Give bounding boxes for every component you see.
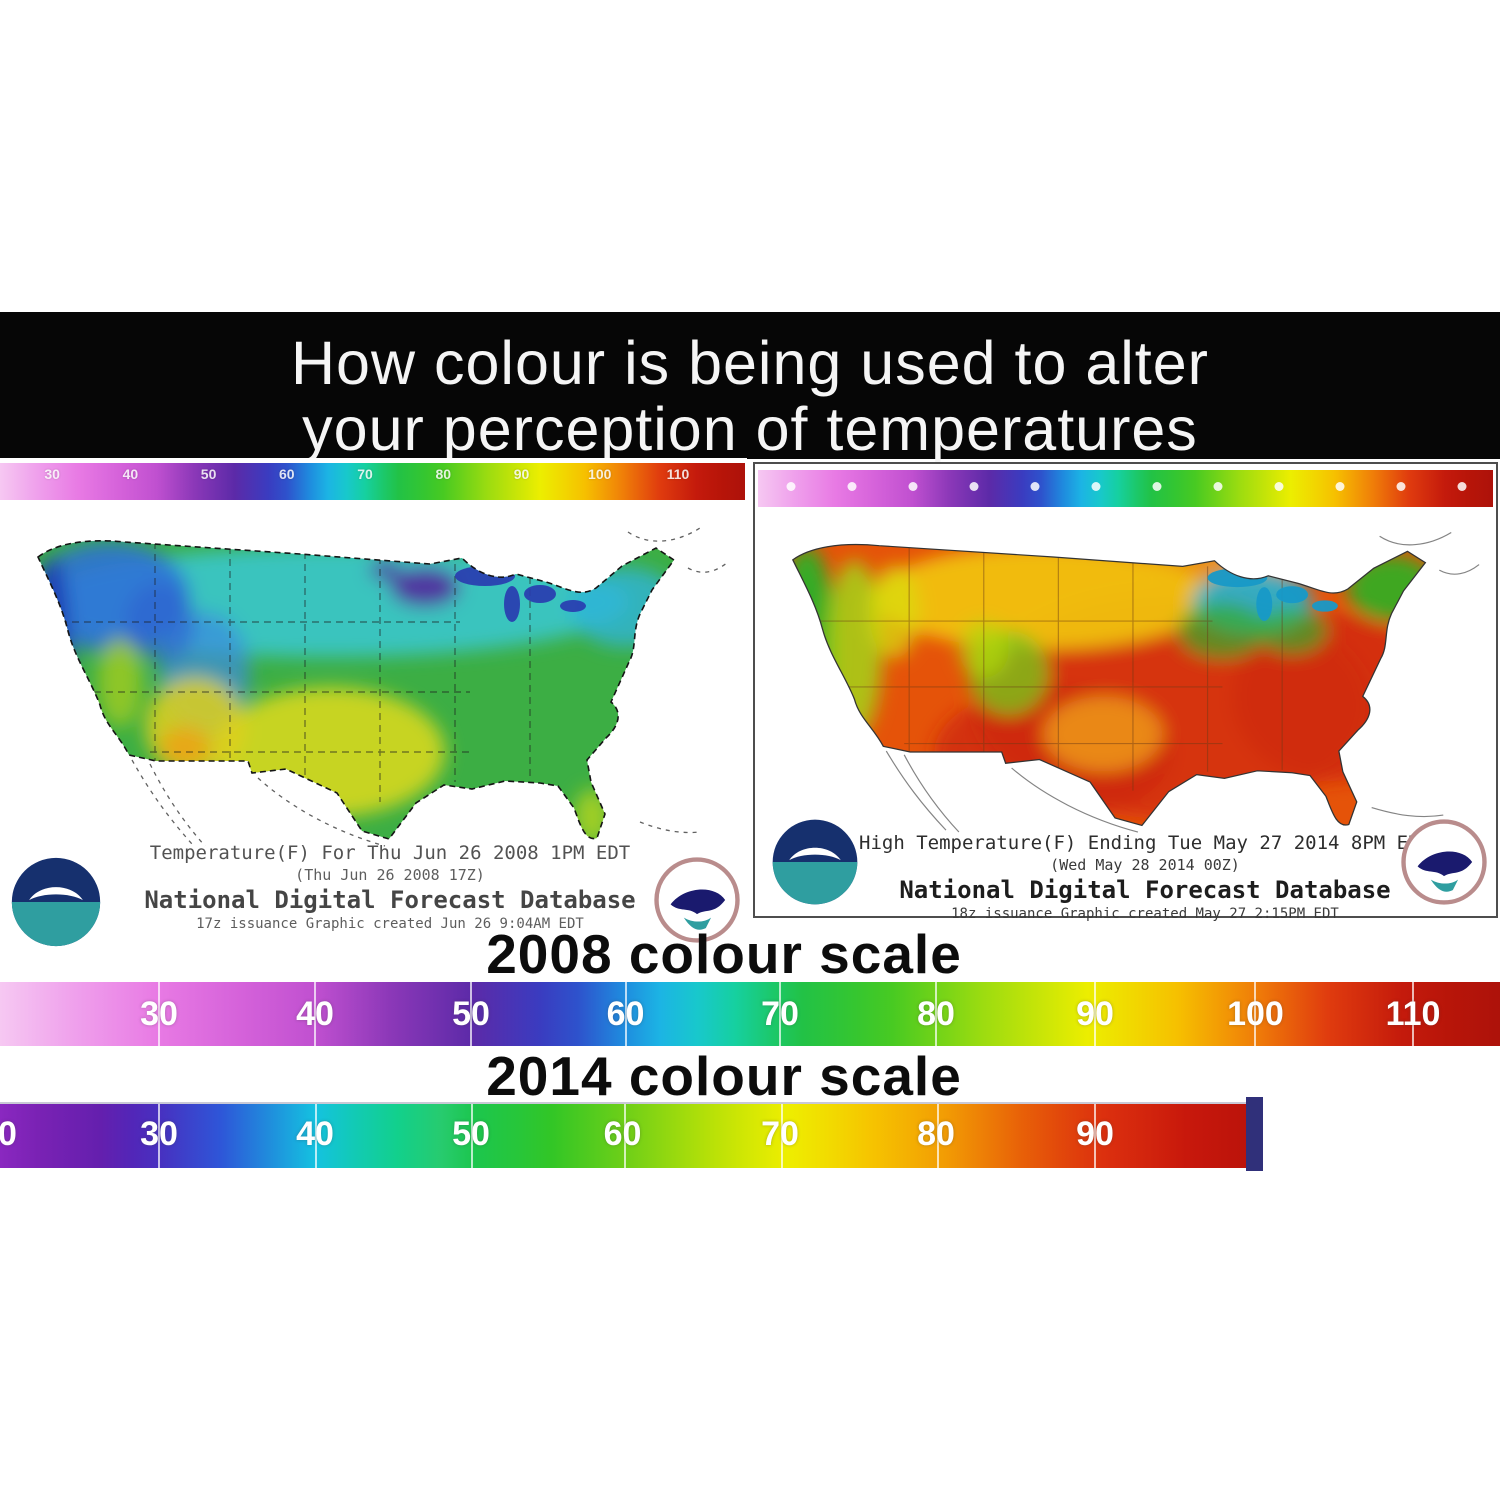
noaa-logo-icon bbox=[772, 819, 858, 905]
minibar-tick: 60 bbox=[279, 466, 295, 482]
caption-line: (Thu Jun 26 2008 17Z) bbox=[295, 866, 485, 884]
caption-line: Temperature(F) For Thu Jun 26 2008 1PM E… bbox=[149, 842, 631, 864]
minibar-tick: 40 bbox=[122, 466, 139, 482]
map-panel-2008: 30 40 50 60 70 80 90 100 110 bbox=[0, 458, 747, 947]
commerce-logo-icon bbox=[654, 857, 740, 943]
tick-label: 80 bbox=[917, 1115, 955, 1153]
minibar-tick: 70 bbox=[357, 466, 373, 482]
tick-line bbox=[314, 1104, 317, 1168]
colour-scale-bar-2014: 0 30 40 50 60 70 80 90 bbox=[0, 1097, 1500, 1171]
tick-line bbox=[781, 1104, 784, 1168]
tick-label: 90 bbox=[1076, 995, 1114, 1033]
minibar-tick: 30 bbox=[44, 466, 60, 482]
scale-endcap bbox=[1246, 1097, 1263, 1171]
minibar-tick: 100 bbox=[588, 466, 612, 482]
tick-line bbox=[779, 982, 781, 1046]
map-colorbar-2008: 30 40 50 60 70 80 90 100 110 bbox=[0, 463, 745, 500]
great-lakes-shapes bbox=[1207, 568, 1338, 622]
caption-line: National Digital Forecast Database bbox=[899, 876, 1391, 904]
tick-label: 0 bbox=[0, 1115, 17, 1153]
tick-line bbox=[1094, 1104, 1097, 1168]
tick-label: 80 bbox=[917, 995, 955, 1033]
us-temperature-map-2014 bbox=[791, 532, 1480, 833]
minibar-dot bbox=[908, 482, 918, 491]
tick-label: 70 bbox=[761, 995, 799, 1033]
tick-label: 40 bbox=[296, 995, 334, 1033]
minibar-dot bbox=[847, 482, 857, 491]
minibar-dot bbox=[1457, 482, 1467, 491]
minibar-dot bbox=[1274, 482, 1284, 491]
minibar-dot bbox=[1396, 482, 1406, 491]
title-line-2: your perception of temperatures bbox=[302, 395, 1198, 463]
minibar-dot bbox=[786, 482, 796, 491]
tick-line bbox=[314, 982, 316, 1046]
caption-line: 17z issuance Graphic created Jun 26 9:04… bbox=[196, 916, 584, 932]
tick-line bbox=[623, 1104, 626, 1168]
great-lakes-shapes bbox=[455, 566, 586, 622]
tick-line bbox=[1094, 982, 1096, 1046]
map-panel-2014: High Temperature(F) Ending Tue May 27 20… bbox=[753, 462, 1498, 922]
tick-line bbox=[470, 1104, 473, 1168]
minibar-dot bbox=[1213, 482, 1223, 491]
tick-label: 40 bbox=[296, 1115, 334, 1153]
minibar-tick: 110 bbox=[666, 466, 690, 482]
tick-label: 70 bbox=[761, 1115, 799, 1153]
commerce-logo-icon bbox=[1401, 819, 1487, 905]
tick-label: 100 bbox=[1227, 995, 1284, 1033]
tick-label: 90 bbox=[1076, 1115, 1114, 1153]
tick-label: 110 bbox=[1385, 995, 1441, 1033]
tick-label: 30 bbox=[140, 995, 178, 1033]
neighbor-coastline-dashes bbox=[131, 527, 729, 847]
tick-line bbox=[1254, 982, 1257, 1046]
tick-line bbox=[1412, 982, 1414, 1046]
map-caption-2008: Temperature(F) For Thu Jun 26 2008 1PM E… bbox=[70, 842, 710, 932]
tick-line bbox=[624, 982, 627, 1046]
minibar-tick: 80 bbox=[435, 466, 452, 482]
minibar-tick: 90 bbox=[513, 466, 530, 482]
colour-scale-bar-2008: 30 40 50 60 70 80 90 100 110 bbox=[0, 982, 1500, 1046]
caption-line: (Wed May 28 2014 00Z) bbox=[1050, 856, 1240, 874]
map-caption-2014: High Temperature(F) Ending Tue May 27 20… bbox=[825, 832, 1465, 922]
us-temperature-map-2008 bbox=[37, 527, 729, 847]
caption-line: High Temperature(F) Ending Tue May 27 20… bbox=[859, 832, 1431, 854]
tick-label: 50 bbox=[452, 1115, 490, 1153]
colour-gradient-2014 bbox=[0, 1102, 1262, 1168]
tick-line bbox=[158, 982, 160, 1046]
title-line-1: How colour is being used to alter bbox=[291, 329, 1209, 397]
tick-label: 60 bbox=[606, 995, 645, 1033]
minibar-dot bbox=[969, 482, 979, 491]
minibar-dot bbox=[1091, 482, 1101, 491]
tick-label: 30 bbox=[140, 1115, 178, 1153]
caption-line: National Digital Forecast Database bbox=[144, 886, 636, 914]
neighbor-coastline-lines bbox=[885, 532, 1480, 833]
heading-2008-colour-scale: 2008 colour scale bbox=[486, 923, 962, 985]
noaa-logo-icon bbox=[11, 857, 101, 947]
tick-label: 50 bbox=[452, 995, 490, 1033]
map-colorbar-2014 bbox=[758, 470, 1493, 507]
heading-2014-colour-scale: 2014 colour scale bbox=[486, 1045, 962, 1107]
tick-label: 60 bbox=[603, 1115, 642, 1153]
title-band: How colour is being used to alter your p… bbox=[0, 312, 1500, 463]
caption-line: 18z issuance Graphic created May 27 2:15… bbox=[951, 906, 1339, 922]
tick-line bbox=[936, 1104, 939, 1168]
tick-line bbox=[935, 982, 937, 1046]
minibar-dot bbox=[1335, 482, 1345, 491]
minibar-dot bbox=[1152, 482, 1162, 491]
minibar-dot bbox=[1030, 482, 1040, 491]
tick-line bbox=[470, 982, 472, 1046]
minibar-tick: 50 bbox=[200, 466, 217, 482]
tick-line bbox=[158, 1104, 160, 1168]
